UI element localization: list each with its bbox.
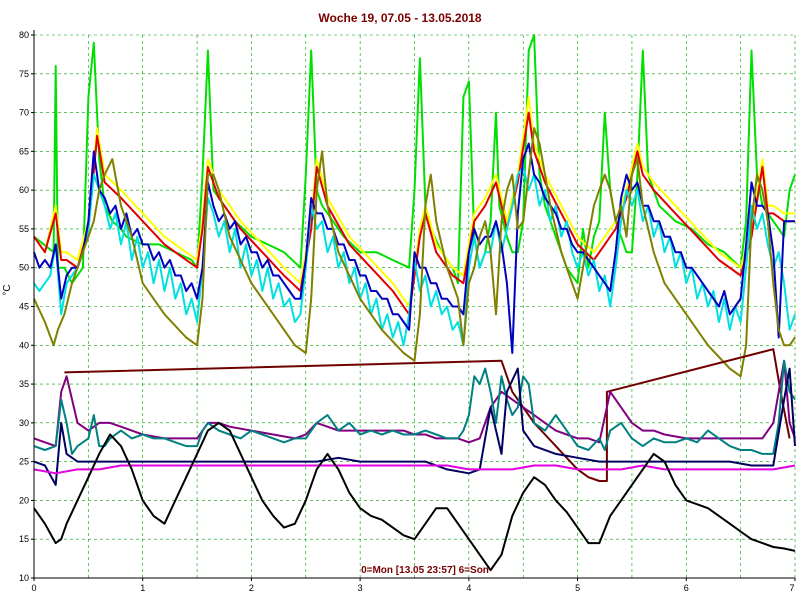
y-tick-label: 40 (19, 340, 29, 350)
y-tick-label: 30 (19, 418, 29, 428)
x-tick-label: 6 (684, 583, 689, 593)
x-tick-label: 7 (789, 583, 794, 593)
y-tick-label: 10 (19, 573, 29, 583)
series-line-9 (33, 359, 796, 455)
y-tick-label: 65 (19, 146, 29, 156)
series-line-2 (33, 96, 795, 308)
chart-title: Woche 19, 07.05 - 13.05.2018 (318, 11, 482, 25)
x-tick-label: 3 (358, 583, 363, 593)
y-tick-label: 45 (19, 302, 29, 312)
y-tick-label: 80 (19, 30, 29, 40)
y-tick-label: 75 (19, 69, 29, 79)
y-axis-label: °C (2, 284, 13, 295)
series-line-12 (33, 421, 796, 572)
y-tick-label: 20 (19, 495, 29, 505)
series-line-8 (33, 359, 796, 448)
x-tick-label: 2 (249, 583, 254, 593)
y-tick-label: 15 (19, 534, 29, 544)
y-tick-label: 55 (19, 224, 29, 234)
series-line-6 (33, 127, 796, 378)
series-line-3 (33, 111, 795, 316)
series-line-10 (33, 367, 796, 486)
series-line-7 (64, 348, 791, 482)
x-tick-label: 5 (575, 583, 580, 593)
y-tick-label: 50 (19, 263, 29, 273)
x-tick-label: 1 (140, 583, 145, 593)
y-tick-label: 70 (19, 108, 29, 118)
x-tick-label: 0 (31, 583, 36, 593)
y-tick-label: 25 (19, 457, 29, 467)
series-line-5 (33, 142, 795, 354)
x-axis-label: 0=Mon [13.05 23:57] 6=Son (361, 565, 489, 576)
y-tick-label: 35 (19, 379, 29, 389)
x-tick-label: 4 (466, 583, 471, 593)
y-tick-label: 60 (19, 185, 29, 195)
series-group (33, 34, 796, 572)
